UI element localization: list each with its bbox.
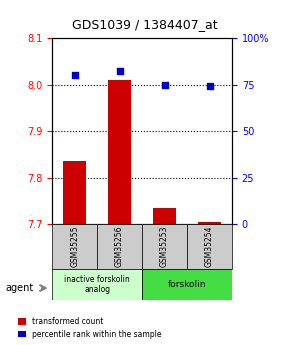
Bar xyxy=(198,222,221,224)
FancyBboxPatch shape xyxy=(187,224,232,269)
Text: agent: agent xyxy=(6,283,34,293)
Text: GSM35256: GSM35256 xyxy=(115,226,124,267)
Text: GSM35255: GSM35255 xyxy=(70,226,79,267)
Bar xyxy=(108,80,131,224)
FancyBboxPatch shape xyxy=(52,269,142,300)
Text: forskolin: forskolin xyxy=(168,280,206,289)
Point xyxy=(207,83,212,89)
Point xyxy=(72,72,77,78)
FancyBboxPatch shape xyxy=(142,224,187,269)
FancyBboxPatch shape xyxy=(52,224,97,269)
Text: GSM35253: GSM35253 xyxy=(160,226,169,267)
Point xyxy=(162,82,167,87)
Text: GSM35254: GSM35254 xyxy=(205,226,214,267)
Bar xyxy=(64,161,86,224)
Text: GDS1039 / 1384407_at: GDS1039 / 1384407_at xyxy=(72,18,218,31)
Point xyxy=(117,69,122,74)
Bar xyxy=(153,208,176,224)
FancyBboxPatch shape xyxy=(142,269,232,300)
Legend: transformed count, percentile rank within the sample: transformed count, percentile rank withi… xyxy=(18,317,162,339)
Text: inactive forskolin
analog: inactive forskolin analog xyxy=(64,275,130,294)
FancyBboxPatch shape xyxy=(97,224,142,269)
